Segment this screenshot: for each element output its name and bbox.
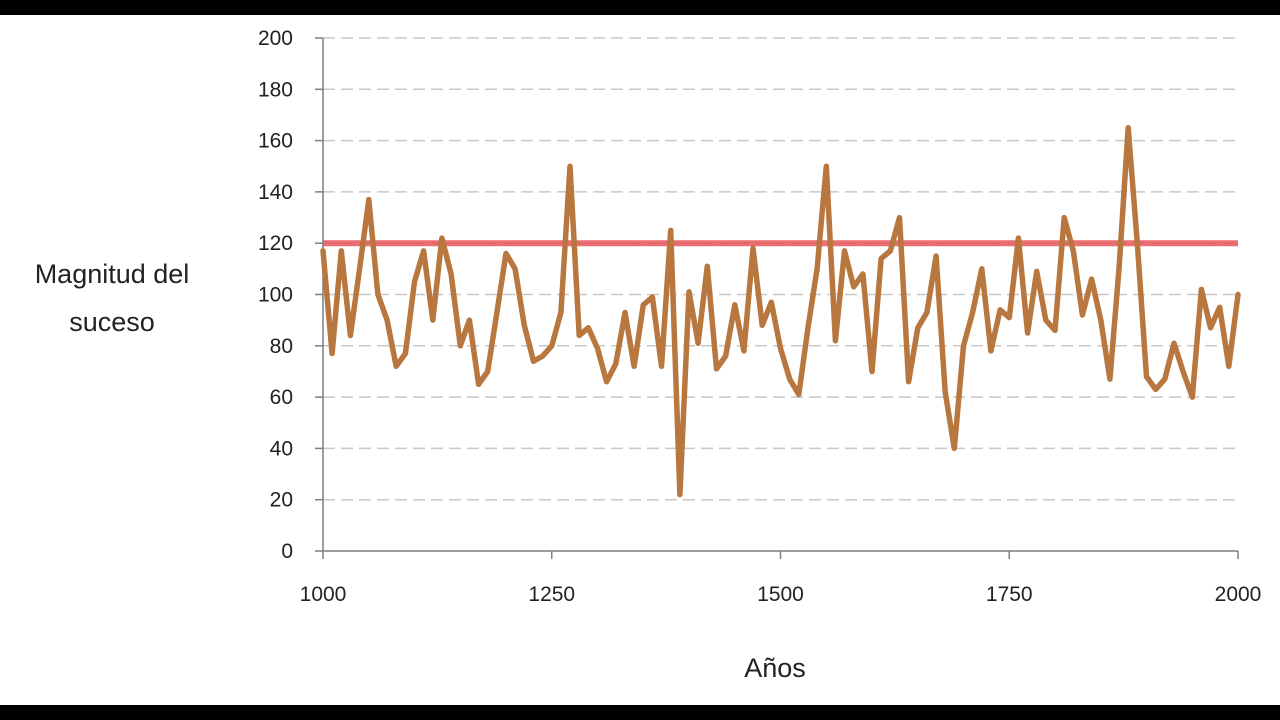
series-line-0 — [320, 125, 1241, 498]
gridlines — [323, 37, 1238, 501]
chart-panel: 0 20 40 60 80 100 120 140 160 180 200 1000 1250 1500 1… — [0, 15, 1280, 705]
tick-labels: 0 20 40 60 80 100 120 140 160 180 200 1000 1250 1500 1… — [258, 27, 1261, 606]
y-tick-label-200: 200 — [258, 27, 293, 50]
y-tick-label-120: 120 — [258, 232, 293, 255]
y-tick-label-160: 160 — [258, 130, 293, 153]
y-tick-label-0: 0 — [281, 540, 293, 563]
y-tick-label-20: 20 — [270, 489, 293, 512]
series-layer — [320, 125, 1241, 498]
y-axis-title-line-1: Magnitud del — [35, 259, 190, 289]
x-tick-label-1500: 1500 — [757, 583, 804, 606]
x-tick-label-1000: 1000 — [300, 583, 347, 606]
x-tick-label-2000: 2000 — [1215, 583, 1262, 606]
y-tick-label-180: 180 — [258, 78, 293, 101]
x-tick-label-1250: 1250 — [528, 583, 575, 606]
x-axis-title: Años — [744, 653, 806, 683]
y-tick-label-60: 60 — [270, 386, 293, 409]
x-tick-label-1750: 1750 — [986, 583, 1033, 606]
y-tick-label-40: 40 — [270, 437, 293, 460]
y-tick-label-140: 140 — [258, 181, 293, 204]
line-chart: 0 20 40 60 80 100 120 140 160 180 200 1000 1250 1500 1… — [35, 27, 1262, 683]
y-tick-label-80: 80 — [270, 335, 293, 358]
y-axis-title-line-2: suceso — [69, 307, 155, 337]
y-tick-label-100: 100 — [258, 284, 293, 307]
